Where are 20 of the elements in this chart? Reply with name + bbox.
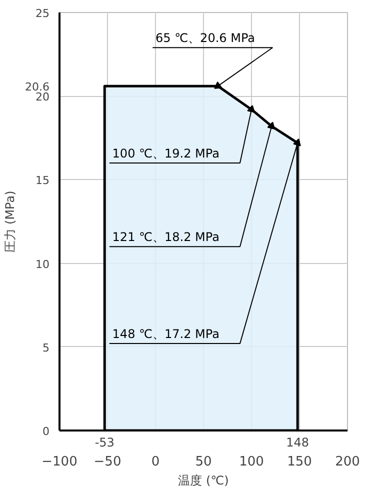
y-tick-label: 25 [36,7,50,20]
y-tick-label: 0 [42,425,50,438]
y-axis-title: 圧力 (MPa) [3,190,18,252]
x-tick-label: 200 [335,454,360,470]
x-tick-label: 50 [195,454,212,470]
x-axis-title: 温度 (℃) [178,474,229,488]
x-tick-label: 100 [239,454,264,470]
annotation: 65 ℃、20.6 MPa [156,31,255,46]
annotation: -53 [94,436,114,450]
y-tick-label: 15 [36,174,50,188]
annotation: 148 [286,436,310,450]
x-tick-label: −50 [94,454,122,470]
annotation: 121 ℃、18.2 MPa [112,230,220,244]
annotation: 148 ℃、17.2 MPa [112,327,220,342]
x-tick-label: 150 [287,454,312,470]
y-tick-label: 10 [36,258,50,271]
x-tick-label: −100 [42,454,78,470]
y-tick-label: 5 [42,341,50,354]
annotation: 100 ℃、19.2 MPa [112,146,220,160]
x-tick-label: 0 [151,454,160,470]
